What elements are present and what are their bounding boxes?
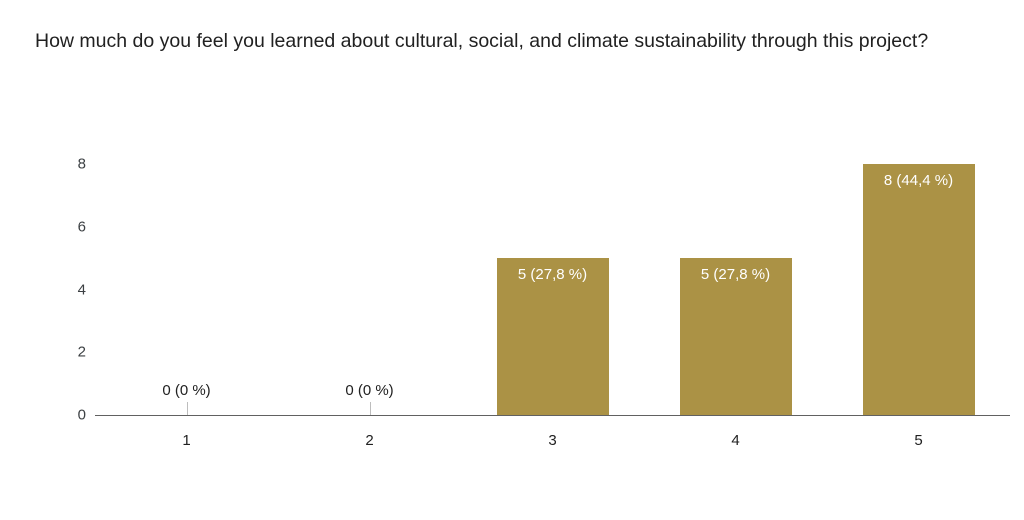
question-title: How much do you feel you learned about c… xyxy=(35,30,929,52)
bar-column: 5 (27,8 %) 4 xyxy=(644,164,827,449)
bar: 5 (27,8 %) xyxy=(496,258,609,415)
bar-column: 5 (27,8 %) 3 xyxy=(461,164,644,449)
x-tick-label: 4 xyxy=(731,432,740,449)
y-tick-label: 6 xyxy=(77,218,86,236)
zero-bar-tick xyxy=(369,402,371,415)
bar-column: 0 (0 %) 1 xyxy=(95,164,278,449)
bar-value-label: 0 (0 %) xyxy=(162,382,211,399)
y-tick-label: 8 xyxy=(77,155,86,173)
x-tick-label: 2 xyxy=(365,432,374,449)
bar-value-label: 5 (27,8 %) xyxy=(517,266,588,284)
zero-bar-tick xyxy=(186,402,188,415)
y-tick-label: 4 xyxy=(77,281,86,298)
x-tick-label: 1 xyxy=(182,432,191,449)
bar-value-label: 0 (0 %) xyxy=(345,382,394,399)
bar-column: 8 (44,4 %) 5 xyxy=(827,164,1010,449)
bar-value-label: 8 (44,4 %) xyxy=(883,172,954,189)
x-tick-label: 5 xyxy=(914,432,923,449)
bar: 8 (44,4 %) xyxy=(862,164,975,415)
x-tick-label: 3 xyxy=(548,432,557,449)
y-tick-label: 0 xyxy=(77,406,86,424)
bar-column: 0 (0 %) 2 xyxy=(278,164,461,449)
y-tick-label: 2 xyxy=(77,343,86,361)
bar-value-label: 5 (27,8 %) xyxy=(700,266,771,284)
bar: 5 (27,8 %) xyxy=(679,258,792,415)
